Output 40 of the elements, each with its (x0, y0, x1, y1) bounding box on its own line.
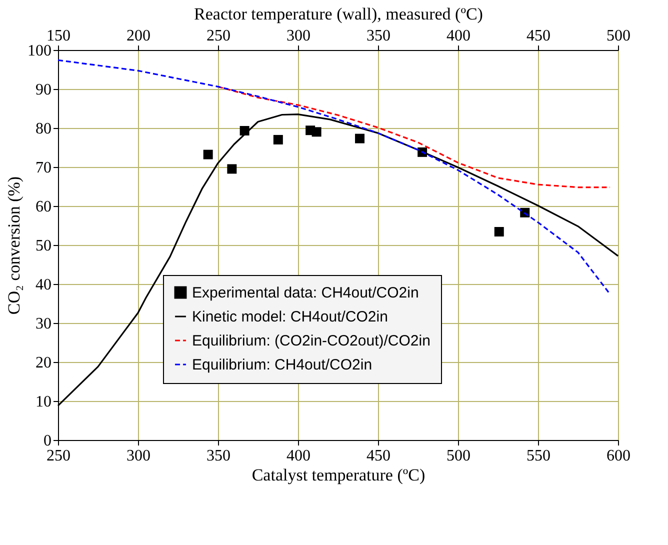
x2-tick-label: 300 (286, 28, 310, 44)
y-tick-label: 20 (36, 354, 52, 372)
legend-label: Equilibrium: (CO2in-CO2out)/CO2in (192, 332, 430, 350)
x-tick-label: 400 (286, 448, 310, 464)
legend-label: Equilibrium: CH4out/CO2in (192, 356, 372, 374)
x-tick-label: 600 (606, 448, 630, 464)
y-tick-label: 100 (28, 42, 52, 60)
y-tick-label: 0 (44, 432, 52, 450)
legend-label: Kinetic model: CH4out/CO2in (192, 308, 388, 326)
y-tick-label: 40 (36, 276, 52, 294)
y-tick-label: 90 (36, 82, 52, 98)
x-tick-label: 250 (46, 448, 70, 464)
x-tick-label: 550 (526, 448, 550, 464)
point (203, 150, 213, 160)
y-tick-label: 50 (36, 238, 52, 254)
y-tick-label: 10 (36, 394, 52, 410)
y-tick-label: 80 (36, 120, 52, 138)
x2-tick-label: 400 (446, 28, 470, 44)
point (494, 226, 504, 236)
x-tick-label: 500 (446, 448, 470, 464)
point (355, 134, 365, 144)
y-tick-label: 30 (36, 316, 52, 332)
legend-label: Experimental data: CH4out/CO2in (192, 284, 419, 302)
x-tick-label: 450 (366, 448, 390, 464)
x2-tick-label: 250 (206, 28, 230, 44)
point (227, 164, 237, 174)
x-tick-label: 300 (126, 448, 150, 464)
x2-tick-label: 450 (526, 28, 550, 44)
x-axis-title: Catalyst temperature (ºC) (252, 466, 426, 484)
point (273, 134, 283, 144)
x2-tick-label: 150 (46, 28, 70, 44)
x-tick-label: 350 (206, 448, 230, 464)
y-tick-label: 60 (36, 198, 52, 216)
x2-tick-label: 500 (606, 28, 630, 44)
x2-tick-label: 200 (126, 28, 150, 44)
y-axis-title: CO₂ conversion (%) (4, 176, 24, 315)
point (312, 127, 322, 137)
x2-tick-label: 350 (366, 28, 390, 44)
x2-axis-title: Reactor temperature (wall), measured (ºC) (194, 4, 483, 24)
y-tick-label: 70 (36, 160, 52, 176)
